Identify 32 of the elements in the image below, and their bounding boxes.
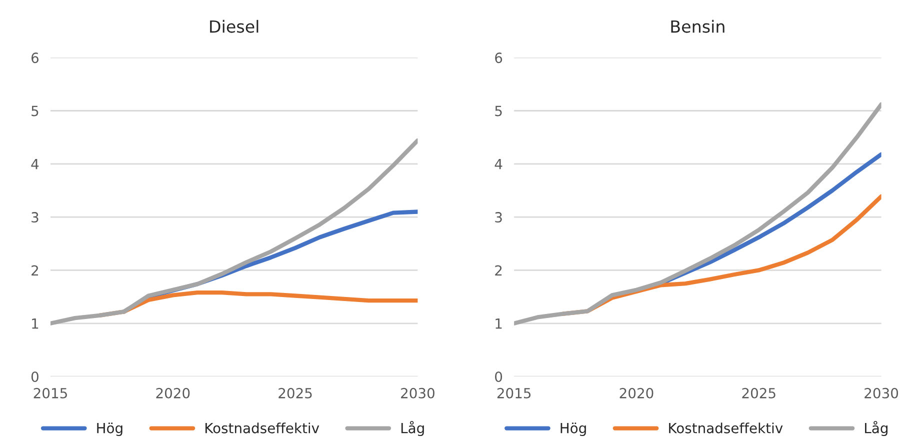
line-series	[514, 102, 882, 326]
y-tick-label: 6	[32, 52, 39, 64]
legend-label: Kostnadseffektiv	[205, 422, 320, 434]
y-tick-label: 6	[495, 52, 502, 64]
x-tick-label: 2030	[864, 388, 898, 398]
line-series	[50, 138, 418, 326]
legend-label: Hög	[560, 422, 586, 436]
legend-label: Låg	[401, 420, 424, 436]
y-tick-label: 4	[31, 159, 39, 170]
x-tick-label: 2020	[156, 388, 190, 398]
chart-title: Diesel	[210, 20, 258, 33]
x-tick-label: 2020	[620, 388, 654, 398]
y-tick-label: 3	[32, 212, 38, 223]
legend-label: Kostnadseffektiv	[669, 422, 783, 434]
x-tick-label: 2025	[742, 388, 776, 398]
y-tick-label: 1	[32, 318, 38, 329]
y-tick-label: 3	[495, 212, 502, 223]
y-tick-label: 0	[495, 372, 502, 382]
y-tick-label: 4	[494, 159, 502, 170]
x-tick-label: 2025	[278, 388, 312, 398]
x-tick-label: 2015	[34, 388, 67, 398]
y-tick-label: 5	[495, 106, 502, 116]
x-tick-label: 2030	[401, 388, 434, 398]
legend-label: Låg	[865, 420, 888, 436]
x-tick-label: 2015	[497, 388, 531, 398]
y-tick-label: 2	[32, 265, 38, 276]
chart-title: Bensin	[671, 20, 724, 33]
y-tick-label: 0	[31, 372, 38, 382]
y-tick-label: 2	[495, 265, 502, 276]
y-tick-label: 5	[32, 106, 38, 116]
y-tick-label: 1	[496, 318, 502, 329]
legend-label: Hög	[97, 422, 122, 436]
